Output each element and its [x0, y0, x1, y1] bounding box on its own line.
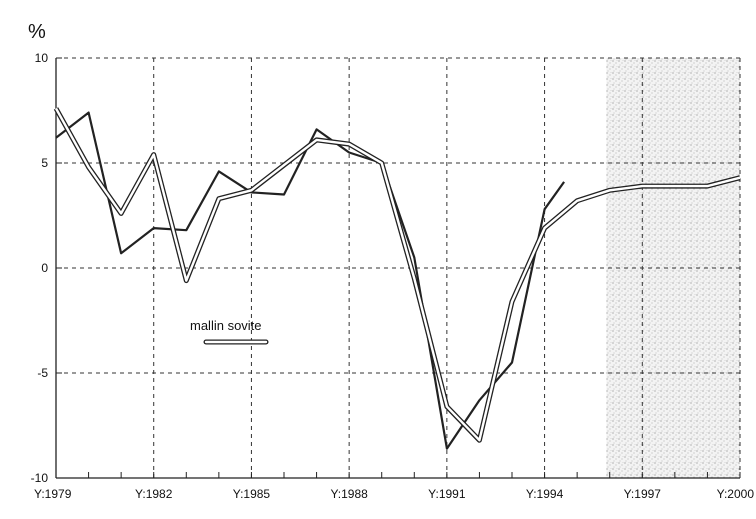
x-tick-label: Y:1988: [330, 487, 368, 501]
grid: [56, 57, 741, 478]
data-point: [381, 162, 383, 164]
data-point: [348, 151, 350, 153]
data-point: [218, 198, 220, 200]
data-point: [87, 166, 89, 168]
y-unit-label: %: [28, 21, 46, 43]
series-line-inner: [54, 107, 741, 442]
legend-label: mallin sovite: [190, 318, 262, 333]
data-point: [55, 137, 57, 139]
y-tick-label: -10: [31, 471, 49, 485]
data-point: [576, 200, 578, 202]
x-tick-label: Y:1991: [428, 487, 466, 501]
data-point: [563, 181, 565, 183]
y-tick-label: -5: [37, 366, 48, 380]
data-point: [218, 170, 220, 172]
x-tick-label: Y:1982: [135, 487, 173, 501]
data-point: [283, 193, 285, 195]
x-tick-label: Y:2000: [717, 487, 755, 501]
data-point: [478, 439, 480, 441]
data-point: [153, 227, 155, 229]
data-point: [120, 212, 122, 214]
data-point: [739, 177, 741, 179]
data-point: [641, 185, 643, 187]
data-point: [185, 229, 187, 231]
data-point: [543, 208, 545, 210]
data-point: [348, 143, 350, 145]
data-point: [706, 185, 708, 187]
data-point: [446, 405, 448, 407]
y-tick-label: 5: [41, 156, 48, 170]
data-point: [185, 279, 187, 281]
data-point: [674, 185, 676, 187]
axes: [55, 57, 741, 479]
y-tick-label: 10: [35, 51, 49, 65]
legend: mallin sovite: [190, 318, 269, 345]
data-point: [283, 164, 285, 166]
y-tick-labels: 10 5 0 -5 -10: [31, 51, 49, 485]
x-tick-label: Y:1994: [526, 487, 564, 501]
data-point: [153, 153, 155, 155]
data-point: [315, 128, 317, 130]
y-tick-label: 0: [41, 261, 48, 275]
data-point: [120, 252, 122, 254]
data-point: [609, 189, 611, 191]
x-tick-label: Y:1985: [233, 487, 271, 501]
data-point: [413, 277, 415, 279]
data-point: [55, 107, 57, 109]
series: [53, 107, 741, 450]
data-point: [446, 447, 448, 449]
data-point: [413, 256, 415, 258]
data-point: [87, 111, 89, 113]
data-point: [511, 300, 513, 302]
data-point: [478, 399, 480, 401]
series-2: [53, 107, 741, 443]
data-point: [511, 361, 513, 363]
x-tick-label: Y:1997: [624, 487, 662, 501]
x-tick-labels: Y:1979 Y:1982 Y:1985 Y:1988 Y:1991 Y:1994 Y:19…: [34, 487, 754, 501]
data-point: [315, 139, 317, 141]
data-point: [543, 227, 545, 229]
data-point: [250, 189, 252, 191]
x-tick-label: Y:1979: [34, 487, 72, 501]
